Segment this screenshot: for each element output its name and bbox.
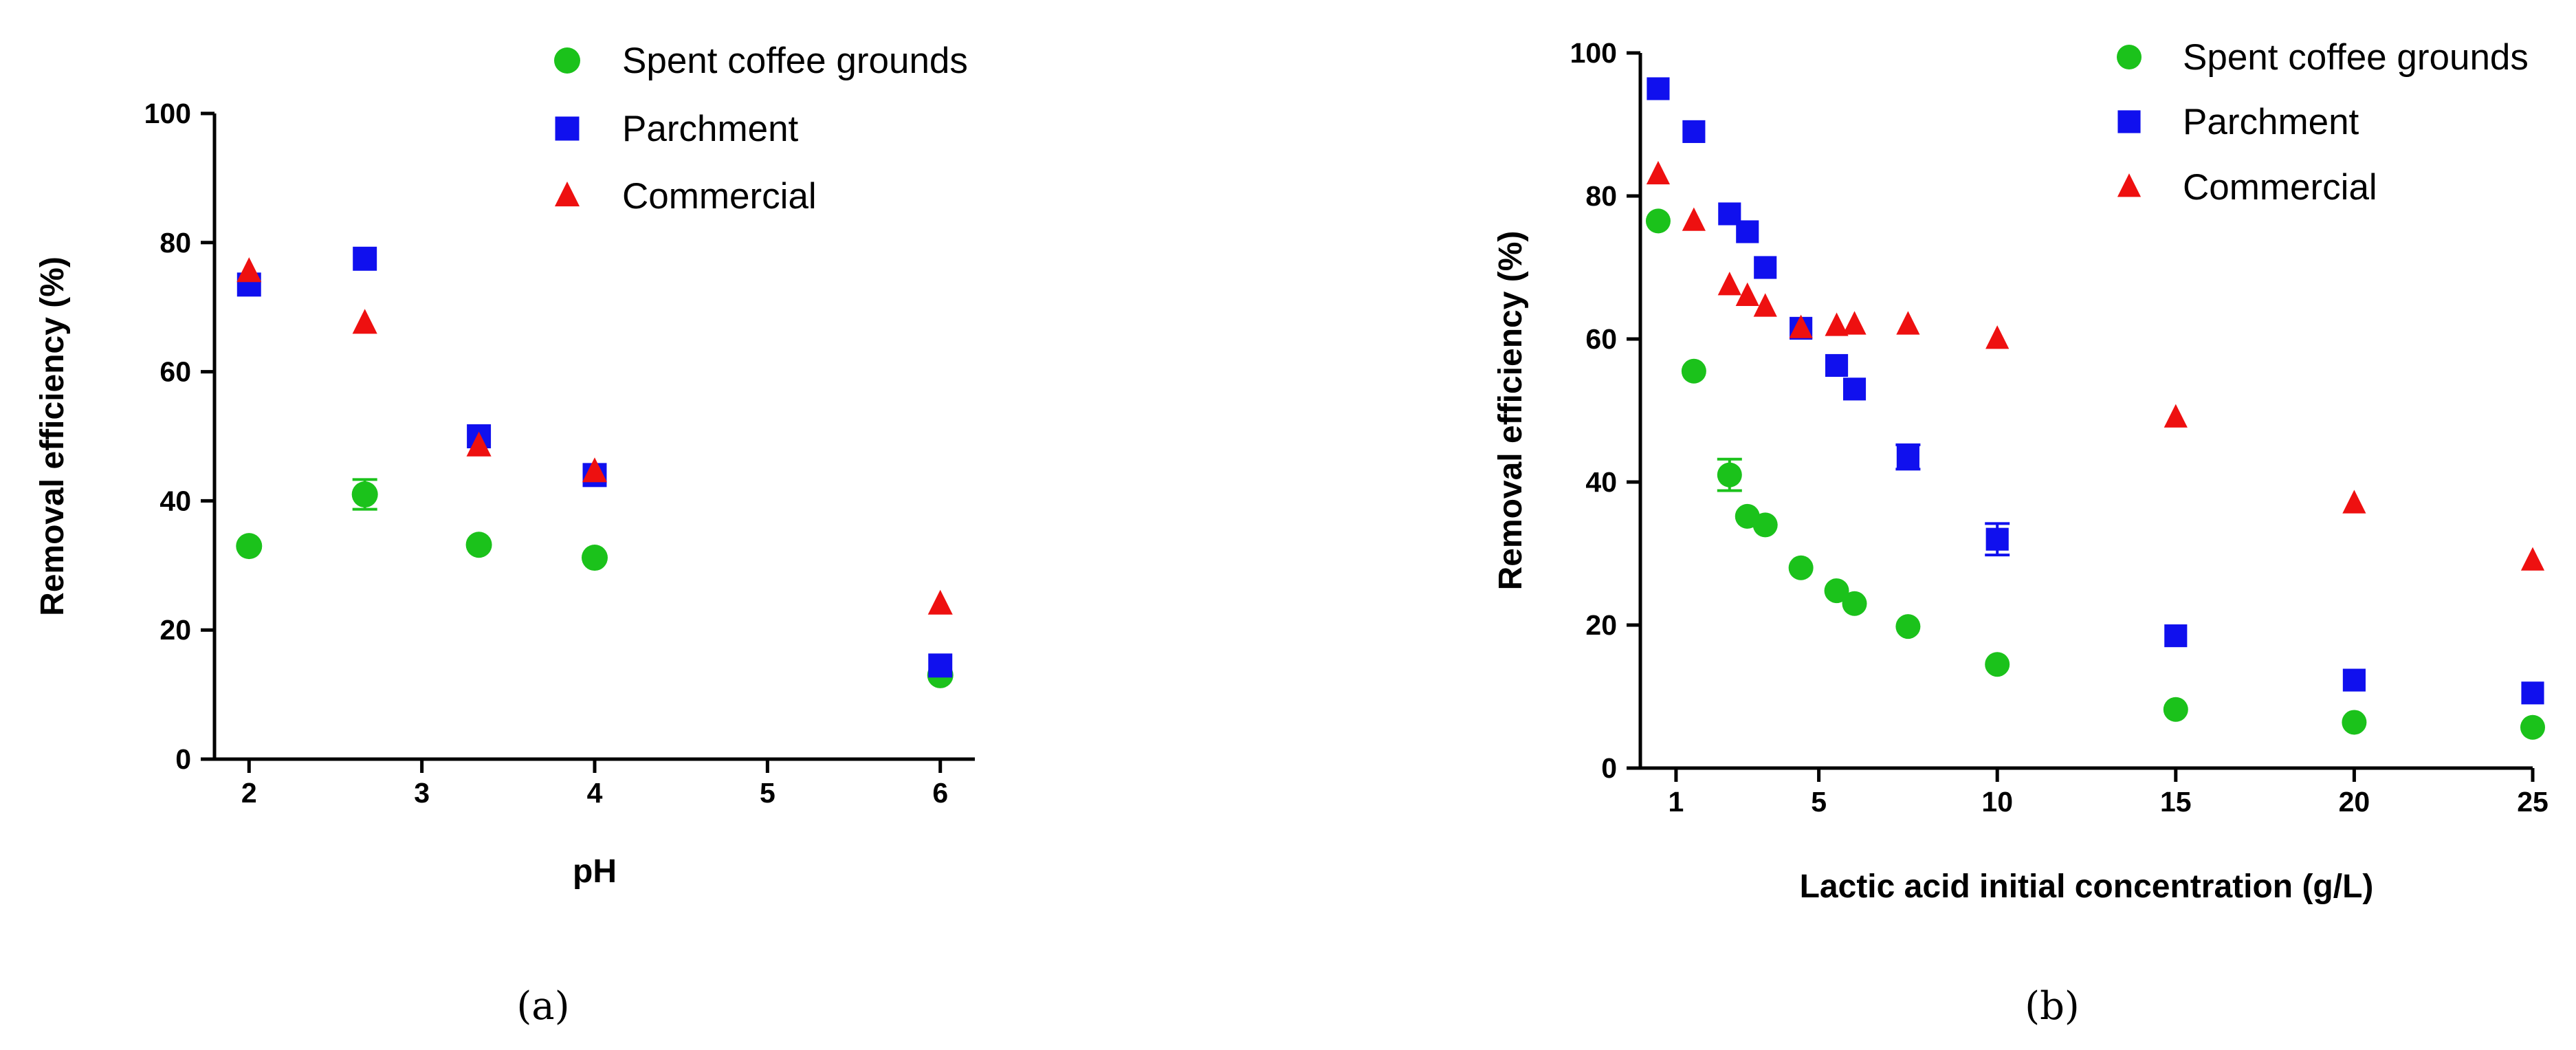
legend-label: Spent coffee grounds [2183,37,2529,78]
data-point [927,589,953,615]
y-tick-label-b: 100 [1570,37,1617,69]
data-point [2520,547,2545,571]
legend-marker [2117,173,2142,197]
y-tick-label-b: 40 [1585,466,1617,498]
legend-label: Commercial [2183,167,2377,208]
data-point [2342,668,2366,692]
y-tick-label-a: 60 [159,356,191,388]
x-tick-label-a: 3 [414,777,430,809]
y-tick-label-b: 80 [1585,180,1617,212]
data-point [1789,314,1813,338]
panel-label-b: (b) [2025,984,2080,1029]
y-tick-label-a: 40 [159,485,191,516]
data-point [2520,714,2545,740]
legend-label: Parchment [2183,102,2359,142]
series-circle-a [236,478,954,688]
legend-marker [2117,110,2141,133]
x-tick-label-a: 6 [932,777,948,809]
data-point [1647,77,1670,100]
data-point [1754,256,1777,279]
series-triangle-b [1646,160,2545,571]
data-point [2164,624,2188,648]
data-point [1985,527,2009,551]
y-axis-title-a: Removal efficiency (%) [34,256,71,616]
y-tick-label-a: 100 [144,98,191,129]
data-point [1646,160,1671,185]
data-point [353,246,377,271]
data-point [1896,311,1920,335]
legend-b: Spent coffee grounds Parchment Commercial [2117,37,2529,208]
x-tick-label-b: 15 [2160,786,2192,818]
series-square-a [236,246,953,678]
data-point [1788,555,1814,580]
data-point [236,257,262,283]
data-point [582,457,608,483]
data-point [928,653,953,678]
series-triangle-a [236,257,953,615]
y-tick-label-b: 0 [1601,752,1617,784]
x-tick-label-a: 2 [241,777,257,809]
legend-marker [554,182,580,207]
legend-marker [554,47,580,74]
data-point [1842,378,1867,401]
data-point [1736,220,1759,243]
x-tick-label-b: 5 [1811,786,1827,818]
series-square-b [1647,77,2544,705]
data-point [1895,614,1921,639]
x-tick-label-b: 20 [2339,786,2370,818]
x-tick-label-a: 5 [760,777,775,809]
data-point [1753,293,1777,317]
data-point [1842,311,1867,335]
x-axis-title-a: pH [573,853,617,890]
data-point [1645,208,1671,234]
series-circle-b [1645,208,2545,740]
y-tick-label-a: 20 [159,614,191,646]
data-point [466,431,492,457]
data-point [1842,591,1867,616]
y-axis-title-b: Removal efficiency (%) [1493,231,1529,591]
x-tick-label-b: 10 [1981,786,2013,818]
panel-a-chart: 0 20 40 60 80 100 2 3 4 5 6 pH Removal efficiency (%… [34,41,975,1029]
data-point [1682,120,1706,143]
data-point [2342,490,2366,514]
legend-a: Spent coffee grounds Parchment Commercial [554,41,968,217]
data-point [1985,325,2010,349]
data-point [1717,462,1742,488]
data-point [1896,446,1919,469]
data-point [1681,358,1706,384]
y-tick-label-b: 60 [1585,323,1617,355]
data-point [2164,404,2188,428]
data-point [2521,681,2544,705]
data-point [465,532,492,558]
x-axis-title-b: Lactic acid initial concentration (g/L) [1800,868,2374,905]
legend-label: Parchment [622,109,799,149]
data-point [1752,512,1778,538]
data-point [1985,652,2010,677]
data-point [1825,312,1849,336]
data-point [1824,578,1849,604]
legend-marker [2117,45,2142,69]
y-tick-label-b: 20 [1585,609,1617,641]
data-point [582,545,608,571]
x-tick-label-a: 4 [587,777,603,809]
legend-label: Commercial [622,176,817,217]
data-point [1825,353,1849,378]
data-point [352,309,377,334]
legend-marker [555,116,580,141]
data-point [1682,207,1706,231]
data-point [351,481,378,508]
panel-label-a: (a) [516,984,569,1029]
legend-label: Spent coffee grounds [622,41,968,81]
data-point [1735,282,1759,306]
y-tick-label-a: 80 [159,227,191,259]
data-point [2163,697,2188,722]
x-tick-label-b: 1 [1669,786,1684,818]
data-point [1717,272,1741,296]
data-point [236,533,263,560]
x-tick-label-b: 25 [2517,786,2549,818]
y-tick-label-a: 0 [175,743,191,775]
data-point [2342,710,2367,735]
